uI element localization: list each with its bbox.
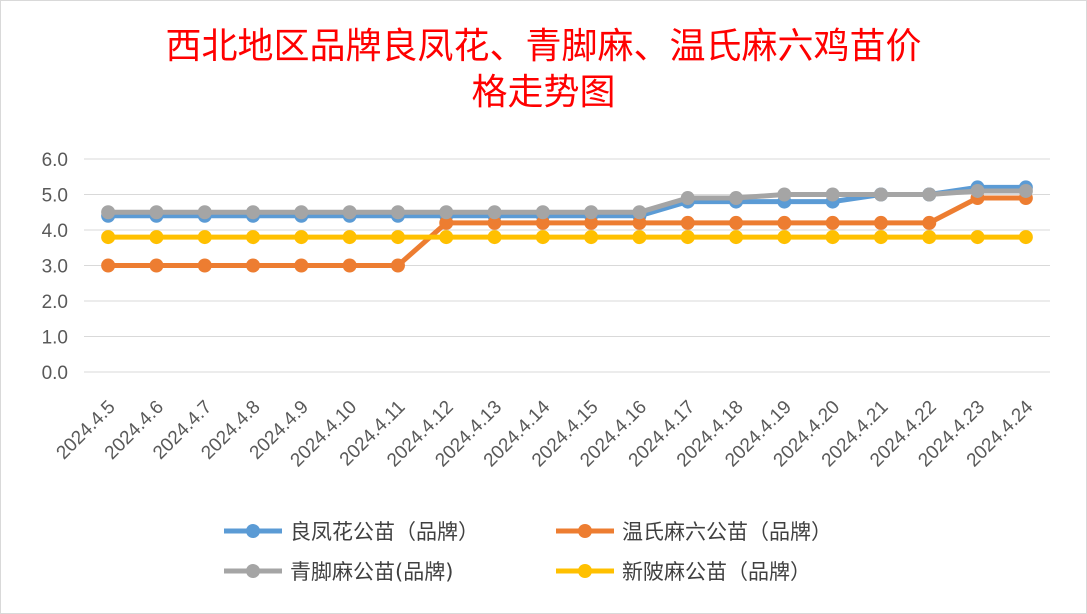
- data-point-s2-15: [825, 187, 840, 202]
- data-point-s2-14: [777, 187, 792, 202]
- data-point-s2-4: [294, 205, 309, 220]
- data-point-s2-16: [873, 187, 888, 202]
- legend-marker-wenshi: [556, 524, 614, 538]
- data-point-s3-7: [439, 230, 454, 245]
- data-point-s1-3: [246, 258, 261, 273]
- data-point-s3-14: [777, 230, 792, 245]
- legend-label-liangfenghua: 良凤花公苗（品牌）: [290, 520, 479, 544]
- y-tick-label-0: 0.0: [42, 363, 68, 384]
- chart-title: 西北地区品牌良凤花、青脚麻、温氏麻六鸡苗价 格走势图: [0, 24, 1087, 116]
- data-point-s2-6: [390, 205, 405, 220]
- data-point-s1-11: [632, 215, 647, 230]
- data-point-s1-0: [101, 258, 116, 273]
- legend-label-wenshi: 温氏麻六公苗（品牌）: [622, 520, 832, 544]
- data-point-s1-1: [149, 258, 164, 273]
- data-point-s1-12: [680, 215, 695, 230]
- y-tick-label-2: 2.0: [42, 292, 68, 313]
- series-line-1: [105, 195, 1029, 268]
- data-point-s3-19: [1018, 230, 1033, 245]
- legend-label-qingjiaoma: 青脚麻公苗(品牌): [290, 560, 454, 584]
- data-point-s1-6: [390, 258, 405, 273]
- data-point-s1-13: [729, 215, 744, 230]
- data-point-s3-0: [101, 230, 116, 245]
- data-point-s3-4: [294, 230, 309, 245]
- data-point-s1-7: [439, 215, 454, 230]
- y-tick-label-5: 5.0: [42, 186, 68, 207]
- data-point-s3-17: [922, 230, 937, 245]
- y-tick-label-4: 4.0: [42, 221, 68, 242]
- y-tick-label-3: 3.0: [42, 257, 68, 278]
- data-point-s1-15: [825, 215, 840, 230]
- data-point-s2-12: [680, 191, 695, 206]
- data-point-s3-16: [873, 230, 888, 245]
- data-point-s3-18: [970, 230, 985, 245]
- data-point-s1-8: [487, 215, 502, 230]
- data-point-s3-8: [487, 230, 502, 245]
- data-point-s1-10: [584, 215, 599, 230]
- data-point-s3-6: [390, 230, 405, 245]
- chart-title-line-1: 西北地区品牌良凤花、青脚麻、温氏麻六鸡苗价: [165, 26, 922, 67]
- data-point-s3-11: [632, 230, 647, 245]
- data-point-s1-4: [294, 258, 309, 273]
- data-point-s3-9: [535, 230, 550, 245]
- data-point-s3-12: [680, 230, 695, 245]
- data-point-s2-2: [197, 205, 212, 220]
- data-point-s3-13: [729, 230, 744, 245]
- data-point-s2-19: [1018, 183, 1033, 198]
- data-point-s2-5: [342, 205, 357, 220]
- data-point-s1-16: [873, 215, 888, 230]
- data-point-s2-17: [922, 187, 937, 202]
- data-point-s2-9: [535, 205, 550, 220]
- data-point-s2-18: [970, 183, 985, 198]
- data-point-s2-0: [101, 205, 116, 220]
- data-point-s2-10: [584, 205, 599, 220]
- legend-item-xinpima: 新陂麻公苗（品牌）: [554, 556, 811, 586]
- y-tick-label-1: 1.0: [42, 328, 68, 349]
- y-tick-label-6: 6.0: [42, 150, 68, 171]
- data-point-s1-14: [777, 215, 792, 230]
- data-point-s3-15: [825, 230, 840, 245]
- data-point-s2-7: [439, 205, 454, 220]
- data-point-s2-11: [632, 205, 647, 220]
- legend-item-qingjiaoma: 青脚麻公苗(品牌): [222, 556, 453, 586]
- data-point-s1-2: [197, 258, 212, 273]
- data-point-s1-5: [342, 258, 357, 273]
- data-point-s3-5: [342, 230, 357, 245]
- data-point-s2-3: [246, 205, 261, 220]
- series-line-2: [105, 188, 1029, 215]
- data-point-s3-2: [197, 230, 212, 245]
- data-point-s3-1: [149, 230, 164, 245]
- legend-item-liangfenghua: 良凤花公苗（品牌）: [222, 516, 479, 546]
- legend-label-xinpima: 新陂麻公苗（品牌）: [622, 560, 811, 584]
- legend-marker-liangfenghua: [224, 524, 282, 538]
- data-point-s2-1: [149, 205, 164, 220]
- data-point-s3-3: [246, 230, 261, 245]
- data-point-s2-13: [729, 191, 744, 206]
- data-point-s1-17: [922, 215, 937, 230]
- legend-marker-xinpima: [556, 564, 614, 578]
- chart-title-line-2: 格走势图: [471, 72, 616, 113]
- legend-item-wenshi: 温氏麻六公苗（品牌）: [554, 516, 832, 546]
- data-point-s3-10: [584, 230, 599, 245]
- legend-marker-qingjiaoma: [224, 564, 282, 578]
- data-point-s2-8: [487, 205, 502, 220]
- data-point-s1-9: [535, 215, 550, 230]
